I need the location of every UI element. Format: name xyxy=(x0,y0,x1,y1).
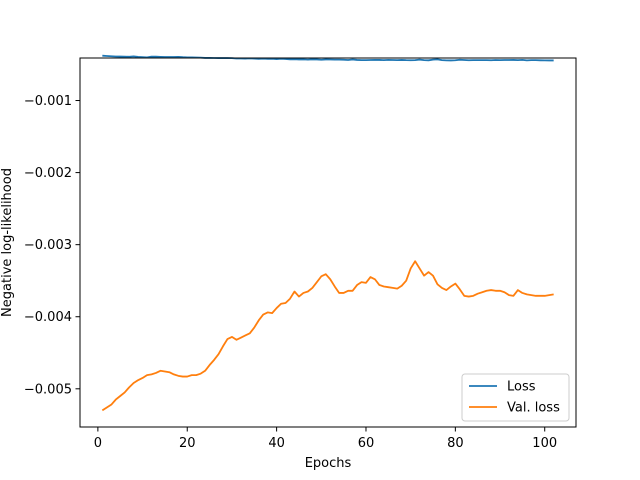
y-tick-label: −0.002 xyxy=(24,166,72,181)
y-tick-label: −0.005 xyxy=(24,382,72,397)
plot-frame xyxy=(79,57,577,428)
y-axis-label: Negative log-likelihood xyxy=(0,168,15,317)
series-layer xyxy=(101,54,554,412)
series-line-val-loss xyxy=(101,260,554,412)
x-tick-label: 100 xyxy=(532,436,557,451)
legend: Loss Val. loss xyxy=(461,373,570,422)
y-tick-label: −0.004 xyxy=(24,310,72,325)
x-tick-label: 0 xyxy=(94,436,102,451)
x-axis-ticks: 0 20 40 60 80 100 xyxy=(94,427,557,451)
x-tick-label: 20 xyxy=(179,436,196,451)
x-tick-label: 60 xyxy=(358,436,375,451)
x-axis-label: Epochs xyxy=(305,456,352,471)
series-line-loss xyxy=(102,54,554,62)
x-tick-label: 40 xyxy=(268,436,285,451)
legend-label-val-loss: Val. loss xyxy=(507,401,560,416)
y-tick-label: −0.001 xyxy=(24,94,72,109)
y-axis-ticks: −0.001 −0.002 −0.003 −0.004 −0.005 xyxy=(24,94,80,397)
x-tick-label: 80 xyxy=(447,436,464,451)
y-tick-label: −0.003 xyxy=(24,238,72,253)
legend-label-loss: Loss xyxy=(507,380,536,395)
